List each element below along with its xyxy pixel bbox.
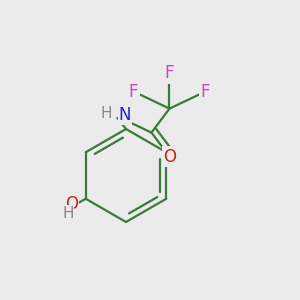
Text: F: F (129, 82, 138, 100)
Text: H: H (62, 206, 74, 220)
Text: F: F (165, 64, 174, 82)
Text: O: O (65, 195, 78, 213)
Text: H: H (101, 106, 112, 122)
Text: O: O (163, 148, 176, 166)
Text: F: F (201, 82, 210, 100)
Text: N: N (118, 106, 131, 124)
